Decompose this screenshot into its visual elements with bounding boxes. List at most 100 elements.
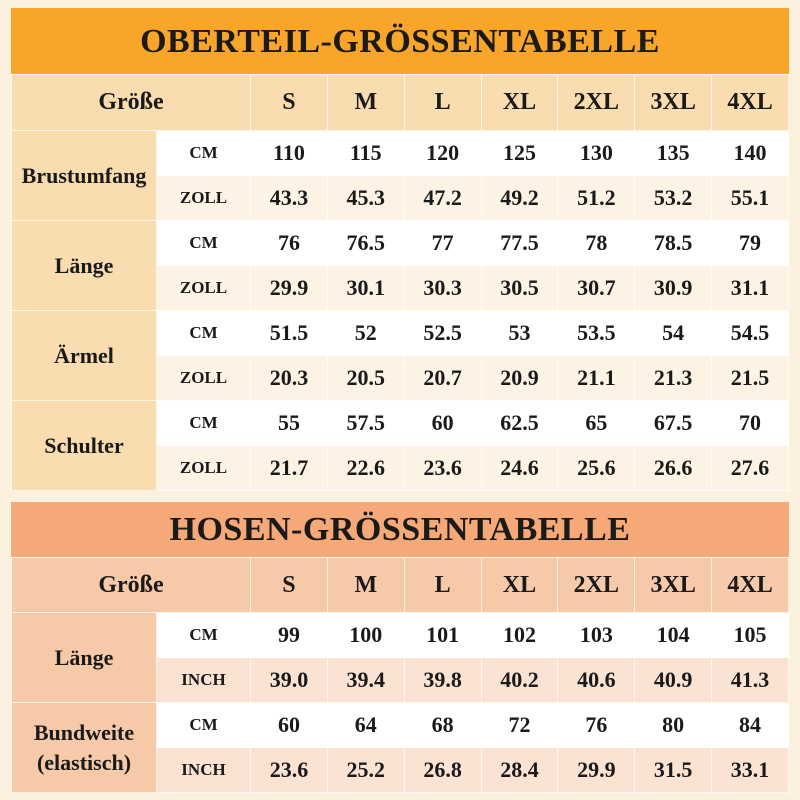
value-cell: 39.4 bbox=[326, 657, 405, 703]
top-table-title: OBERTEIL-GRÖSSENTABELLE bbox=[11, 8, 789, 74]
value-cell: 23.6 bbox=[403, 445, 482, 491]
value-cell: 54.5 bbox=[711, 310, 789, 356]
value-cell: 29.9 bbox=[250, 265, 328, 311]
value-cell: 20.7 bbox=[403, 355, 482, 401]
value-cell: 20.5 bbox=[326, 355, 405, 401]
value-cell: 65 bbox=[557, 400, 636, 446]
unit-label: INCH bbox=[155, 657, 252, 703]
value-cell: 52.5 bbox=[403, 310, 482, 356]
bottom-size-table: HOSEN-GRÖSSENTABELLE Größe S M L XL 2XL 3XL 4XL… bbox=[10, 502, 789, 793]
value-cell: 23.6 bbox=[250, 747, 328, 793]
value-cell: 30.9 bbox=[634, 265, 713, 311]
value-cell: 30.7 bbox=[557, 265, 636, 311]
value-cell: 21.3 bbox=[634, 355, 713, 401]
value-cell: 55 bbox=[250, 400, 328, 446]
value-cell: 76.5 bbox=[326, 220, 405, 266]
unit-label: CM bbox=[155, 310, 252, 356]
value-cell: 33.1 bbox=[711, 747, 789, 793]
value-cell: 55.1 bbox=[711, 175, 789, 221]
value-cell: 78.5 bbox=[634, 220, 713, 266]
size-header: XL bbox=[480, 557, 559, 613]
value-cell: 20.3 bbox=[250, 355, 328, 401]
value-cell: 40.2 bbox=[480, 657, 559, 703]
header-row: Größe S M L XL 2XL 3XL 4XL bbox=[10, 557, 789, 613]
unit-label: CM bbox=[155, 702, 252, 748]
size-header: 4XL bbox=[711, 557, 789, 613]
table-row: Länge CM 99 100 101 102 103 104 105 bbox=[11, 612, 789, 703]
value-cell: 21.5 bbox=[711, 355, 789, 401]
value-cell: 62.5 bbox=[480, 400, 559, 446]
measurement-label: Ärmel bbox=[11, 310, 157, 401]
value-cell: 79 bbox=[711, 220, 789, 266]
size-header: 4XL bbox=[711, 74, 789, 131]
value-cell: 76 bbox=[250, 220, 328, 266]
unit-label: ZOLL bbox=[155, 355, 252, 401]
table-row: ZOLL 29.9 30.1 30.3 30.5 30.7 30.9 31.1 bbox=[12, 265, 789, 311]
value-cell: 31.1 bbox=[711, 265, 789, 311]
size-header: L bbox=[403, 557, 482, 613]
value-cell: 140 bbox=[711, 130, 789, 176]
value-cell: 47.2 bbox=[403, 175, 482, 221]
value-cell: 28.4 bbox=[480, 747, 559, 793]
top-size-table: OBERTEIL-GRÖSSENTABELLE Größe S M L XL 2XL 3XL… bbox=[10, 8, 789, 491]
value-cell: 31.5 bbox=[634, 747, 713, 793]
value-cell: 77.5 bbox=[480, 220, 559, 266]
value-cell: 30.1 bbox=[326, 265, 405, 311]
value-cell: 45.3 bbox=[326, 175, 405, 221]
measurement-label: Bundweite (elastisch) bbox=[11, 702, 157, 793]
unit-label: CM bbox=[155, 220, 252, 266]
value-cell: 60 bbox=[250, 702, 328, 748]
table-row: ZOLL 20.3 20.5 20.7 20.9 21.1 21.3 21.5 bbox=[12, 355, 789, 401]
unit-label: CM bbox=[155, 130, 252, 176]
value-cell: 39.8 bbox=[403, 657, 482, 703]
value-cell: 52 bbox=[326, 310, 405, 356]
unit-label: CM bbox=[155, 400, 252, 446]
unit-label: ZOLL bbox=[155, 445, 252, 491]
size-header: M bbox=[326, 74, 405, 131]
value-cell: 40.6 bbox=[557, 657, 636, 703]
value-cell: 24.6 bbox=[480, 445, 559, 491]
value-cell: 64 bbox=[326, 702, 405, 748]
value-cell: 49.2 bbox=[480, 175, 559, 221]
measurement-label: Länge bbox=[11, 220, 157, 311]
unit-label: ZOLL bbox=[155, 175, 252, 221]
value-cell: 40.9 bbox=[634, 657, 713, 703]
value-cell: 70 bbox=[711, 400, 789, 446]
value-cell: 54 bbox=[634, 310, 713, 356]
value-cell: 100 bbox=[326, 612, 405, 658]
size-header: XL bbox=[480, 74, 559, 131]
table-row: Bundweite (elastisch) CM 60 64 68 72 76 80 84 bbox=[11, 702, 789, 793]
value-cell: 51.2 bbox=[557, 175, 636, 221]
value-cell: 51.5 bbox=[250, 310, 328, 356]
value-cell: 25.2 bbox=[326, 747, 405, 793]
value-cell: 84 bbox=[711, 702, 789, 748]
table-row: INCH 39.0 39.4 39.8 40.2 40.6 40.9 41.3 bbox=[12, 657, 789, 703]
measurement-label: Brustumfang bbox=[11, 130, 157, 221]
header-row: Größe S M L XL 2XL 3XL 4XL bbox=[10, 74, 789, 131]
value-cell: 22.6 bbox=[326, 445, 405, 491]
table-row: ZOLL 43.3 45.3 47.2 49.2 51.2 53.2 55.1 bbox=[12, 175, 789, 221]
value-cell: 26.8 bbox=[403, 747, 482, 793]
value-cell: 41.3 bbox=[711, 657, 789, 703]
size-header: S bbox=[250, 74, 328, 131]
value-cell: 102 bbox=[480, 612, 559, 658]
table-row: Brustumfang CM 110 115 120 125 130 135 140 bbox=[11, 130, 789, 221]
unit-label: ZOLL bbox=[155, 265, 252, 311]
value-cell: 27.6 bbox=[711, 445, 789, 491]
value-cell: 125 bbox=[480, 130, 559, 176]
table-row: ZOLL 21.7 22.6 23.6 24.6 25.6 26.6 27.6 bbox=[12, 445, 789, 491]
value-cell: 67.5 bbox=[634, 400, 713, 446]
value-cell: 30.3 bbox=[403, 265, 482, 311]
value-cell: 20.9 bbox=[480, 355, 559, 401]
bottom-table: Größe S M L XL 2XL 3XL 4XL Länge CM 99 100 101 102 103… bbox=[10, 557, 789, 793]
value-cell: 21.1 bbox=[557, 355, 636, 401]
size-header: M bbox=[326, 557, 405, 613]
measurement-label: Länge bbox=[11, 612, 157, 703]
table-row: Ärmel CM 51.5 52 52.5 53 53.5 54 54.5 bbox=[11, 310, 789, 401]
value-cell: 72 bbox=[480, 702, 559, 748]
value-cell: 120 bbox=[403, 130, 482, 176]
value-cell: 29.9 bbox=[557, 747, 636, 793]
value-cell: 68 bbox=[403, 702, 482, 748]
value-cell: 39.0 bbox=[250, 657, 328, 703]
measurement-label: Schulter bbox=[11, 400, 157, 491]
